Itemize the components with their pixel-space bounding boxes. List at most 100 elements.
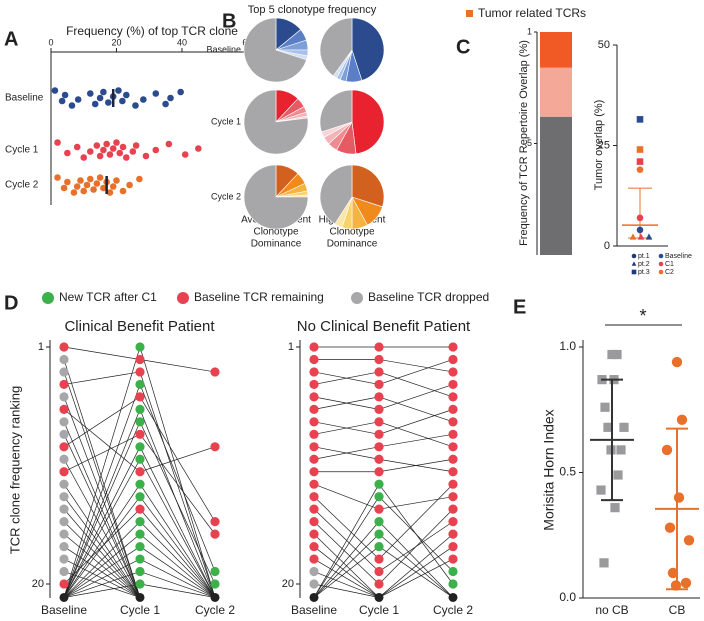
clone-dot <box>135 379 145 390</box>
column-label: Dominance <box>251 239 302 250</box>
point <box>119 143 127 151</box>
point <box>109 183 117 190</box>
point <box>80 154 88 161</box>
link <box>313 521 380 598</box>
link <box>313 483 380 510</box>
link <box>378 496 454 510</box>
link <box>313 371 380 385</box>
point <box>73 183 81 190</box>
legend-symbol <box>658 261 664 267</box>
point <box>619 422 629 432</box>
clone-dot <box>135 541 145 552</box>
floor-dot <box>309 592 319 602</box>
category-label: Cycle 2 <box>5 180 39 191</box>
clone-dot <box>59 442 69 452</box>
point <box>96 152 104 160</box>
clone-dot <box>448 367 458 377</box>
link <box>63 558 141 598</box>
clone-dot <box>374 379 384 390</box>
point <box>86 148 94 155</box>
link <box>63 446 141 598</box>
link <box>313 496 380 598</box>
point <box>116 149 124 157</box>
link <box>139 346 216 598</box>
pie-slice <box>351 164 385 208</box>
point <box>123 91 130 99</box>
link <box>313 521 380 585</box>
link <box>313 396 380 410</box>
category-label: Cycle 1 <box>5 145 39 156</box>
point <box>100 184 107 192</box>
legend-label: pt.2 <box>638 261 650 268</box>
point <box>100 146 107 154</box>
clone-dot <box>448 566 458 577</box>
clone-dot <box>309 554 319 564</box>
link <box>63 371 141 385</box>
significance-label: * <box>639 306 646 326</box>
row-label: Cycle 2 <box>211 191 241 201</box>
clone-dot <box>135 442 145 452</box>
clone-dot <box>135 529 145 539</box>
link <box>139 583 216 598</box>
clone-dot <box>448 442 458 452</box>
link <box>378 458 454 473</box>
link <box>313 546 380 598</box>
y-tick-label: 1.0 <box>559 339 576 353</box>
legend-swatch <box>466 10 473 17</box>
clone-dot <box>448 342 458 352</box>
point <box>61 91 69 99</box>
point <box>96 94 104 102</box>
x-tick-label: CB <box>669 603 686 617</box>
clone-dot <box>374 354 384 365</box>
link <box>139 459 216 598</box>
clone-dot <box>309 342 319 352</box>
chart-title: Top 5 clonotype frequency <box>248 4 377 16</box>
link <box>63 546 141 598</box>
axis-label: Frequency of TCR Repertoire Overlap (%) <box>518 40 530 246</box>
panel-label: B <box>222 10 236 32</box>
link <box>63 396 141 598</box>
point <box>54 174 61 181</box>
link <box>63 496 141 598</box>
link <box>139 434 216 535</box>
y-tick-label: 1 <box>38 341 44 353</box>
x-tick-label: no CB <box>595 603 628 617</box>
x-tick-label: Cycle 1 <box>359 603 399 617</box>
point <box>73 143 81 151</box>
clone-dot <box>135 417 145 427</box>
point <box>636 146 644 153</box>
point <box>596 485 606 495</box>
y-tick-label: .5 <box>524 138 532 148</box>
clone-dot <box>374 541 384 552</box>
point <box>106 189 114 196</box>
chart-title: Frequency (%) of top TCR clone <box>66 24 238 38</box>
x-tick-label: Cycle 2 <box>195 603 235 617</box>
point <box>162 100 169 108</box>
floor-dot <box>59 592 69 602</box>
link <box>139 546 216 598</box>
clone-dot <box>59 517 69 527</box>
clone-dot <box>448 392 458 402</box>
clone-dot <box>59 492 69 502</box>
clone-dot <box>374 392 384 402</box>
pie-slice <box>319 17 353 77</box>
x-tick-label: Cycle 1 <box>120 603 160 617</box>
point <box>113 177 120 184</box>
clone-dot <box>309 367 319 377</box>
point <box>645 233 653 240</box>
clone-dot <box>135 479 145 489</box>
clone-dot <box>374 442 384 452</box>
point <box>636 166 644 173</box>
legend-label: Tumor related TCRs <box>478 6 586 20</box>
point <box>152 146 160 154</box>
column-label: Dominance <box>327 239 378 250</box>
point <box>140 96 147 103</box>
point <box>600 402 610 412</box>
point <box>165 140 173 148</box>
clone-dot <box>309 479 319 489</box>
clone-dot <box>135 554 145 564</box>
point <box>113 139 120 146</box>
clone-dot <box>448 354 458 365</box>
y-tick-label: 20 <box>282 578 294 590</box>
point <box>51 87 59 94</box>
